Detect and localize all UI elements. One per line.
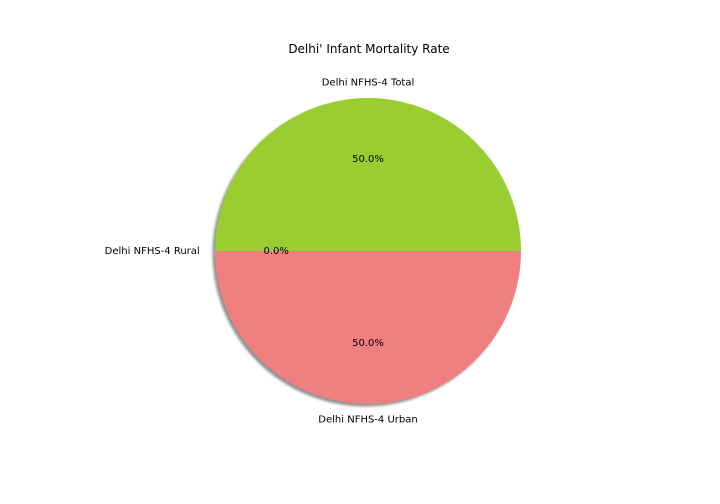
pie-slices: [215, 98, 521, 404]
label-delhi-nfhs-4-rural: Delhi NFHS-4 Rural: [105, 246, 200, 257]
chart-title: Delhi' Infant Mortality Rate: [288, 42, 449, 56]
label-delhi-nfhs-4-total: Delhi NFHS-4 Total: [322, 78, 415, 89]
pct-delhi-nfhs-4-urban: 50.0%: [352, 338, 384, 349]
label-delhi-nfhs-4-urban: Delhi NFHS-4 Urban: [318, 414, 417, 425]
pct-delhi-nfhs-4-total: 50.0%: [352, 154, 384, 165]
slice-delhi-nfhs-4-total: [215, 98, 521, 251]
pct-delhi-nfhs-4-rural: 0.0%: [263, 246, 288, 257]
pie-labels: Delhi NFHS-4 Total 50.0% Delhi NFHS-4 Rura…: [105, 78, 418, 426]
slice-delhi-nfhs-4-urban: [215, 251, 521, 404]
